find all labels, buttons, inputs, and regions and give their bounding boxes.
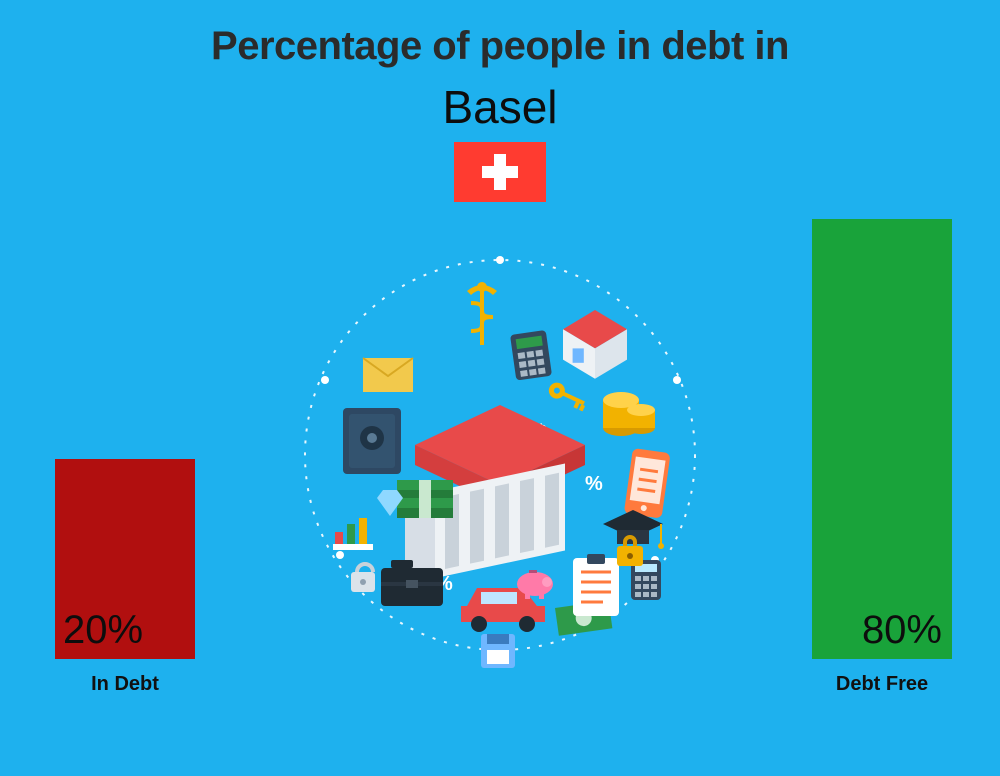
bar-debt-free-label: Debt Free — [812, 673, 952, 696]
bar-debt-free-value: 80% — [862, 608, 942, 653]
floppy-icon — [481, 634, 515, 668]
caduceus-icon — [467, 282, 497, 345]
infographic-canvas: Percentage of people in debt in Basel 20… — [0, 0, 1000, 776]
title: Percentage of people in debt in — [0, 24, 1000, 69]
calculator-icon — [510, 330, 552, 381]
lock-open-icon — [351, 564, 375, 592]
bar-in-debt-label: In Debt — [55, 673, 195, 696]
safe-icon — [343, 408, 401, 474]
phone-icon — [624, 448, 671, 519]
swiss-flag-icon — [454, 142, 546, 202]
bar-debt-free: 80% Debt Free — [812, 219, 952, 696]
coins-icon — [603, 392, 655, 436]
subtitle-city: Basel — [0, 80, 1000, 134]
clipboard-icon — [573, 554, 619, 616]
flag-cross-icon — [482, 154, 518, 190]
bar-in-debt-rect: 20% — [55, 459, 195, 659]
key-icon — [546, 380, 589, 411]
bar-debt-free-rect: 80% — [812, 219, 952, 659]
bar-in-debt: 20% In Debt — [55, 459, 195, 696]
house-icon — [563, 310, 627, 379]
cash-stack-icon — [397, 480, 453, 518]
mini-chart-icon — [333, 518, 373, 550]
envelope-icon — [363, 358, 413, 392]
svg-text:%: % — [585, 473, 603, 495]
bar-in-debt-value: 20% — [63, 608, 143, 653]
finance-illustration-icon: $ % % $ — [285, 240, 715, 670]
